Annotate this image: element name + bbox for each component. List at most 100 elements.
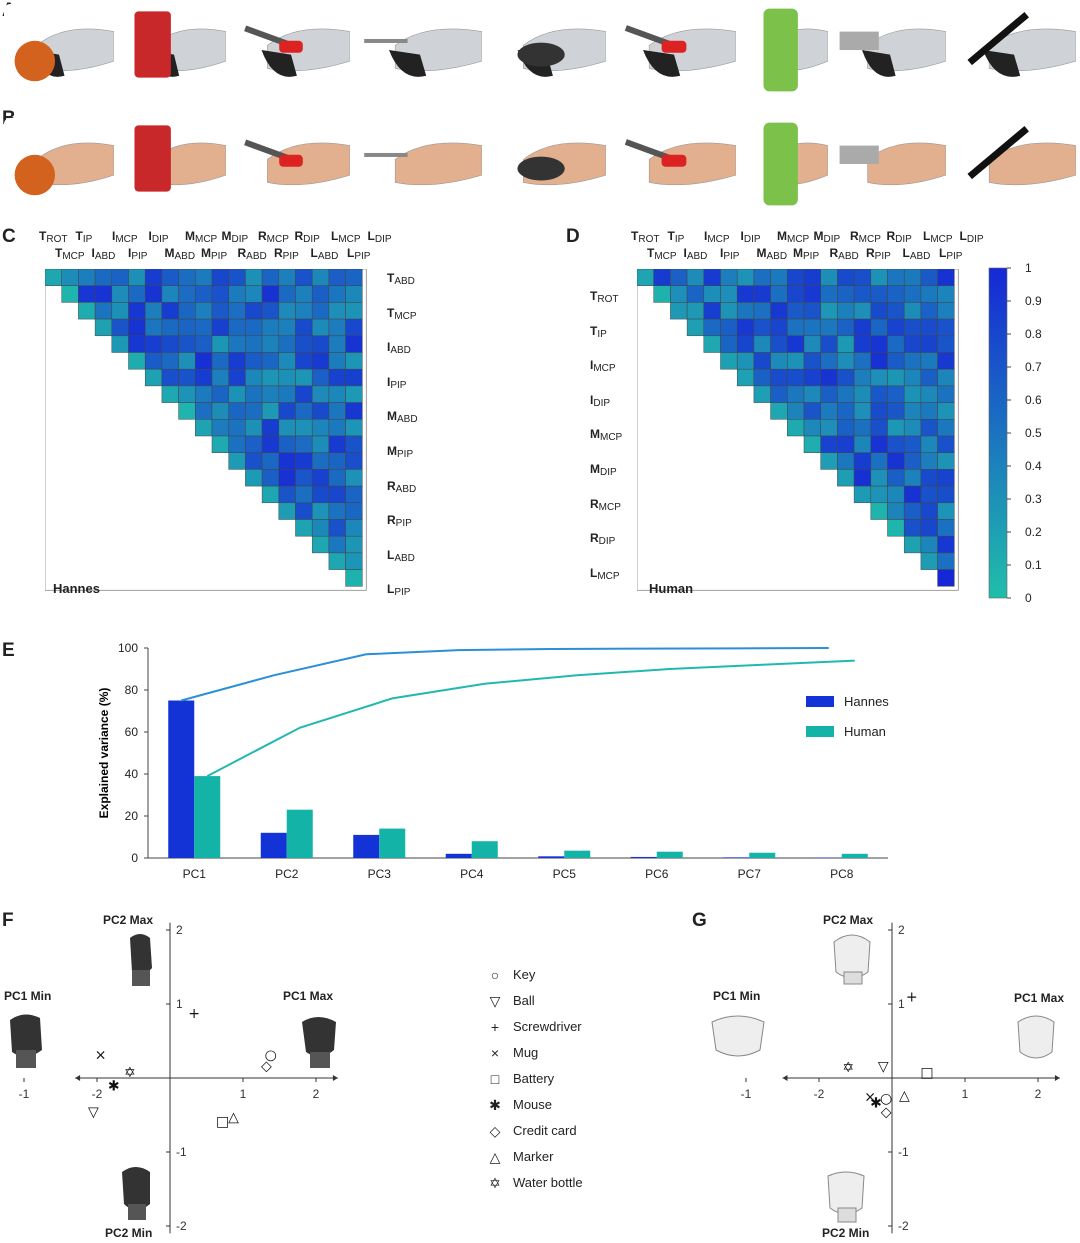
legend-human: Human (806, 724, 886, 739)
hannes-cell (245, 385, 263, 403)
row-a-marker-icon (952, 4, 1076, 96)
human-cell (853, 402, 872, 420)
hannes-cell (261, 385, 280, 403)
human-cell (803, 435, 821, 453)
human-cell (853, 368, 872, 387)
e-xtick: PC6 (645, 867, 669, 880)
human-cell (803, 385, 821, 403)
hannes-cell (345, 435, 363, 453)
e-ytick: 20 (125, 809, 139, 823)
bar-hannes-pc5 (538, 856, 565, 858)
f-point-ball: ▽ (88, 1104, 99, 1120)
f-ytick: -1 (176, 1145, 187, 1159)
hannes-cell (245, 302, 263, 320)
human-cell (720, 302, 738, 320)
g-xtick: 2 (1035, 1087, 1042, 1101)
hannes-cell (328, 469, 346, 487)
legend-item: ▽ Ball (487, 993, 535, 1008)
hannes-cell (195, 269, 213, 286)
human-cell (686, 269, 705, 286)
e-xtick: PC4 (460, 867, 484, 880)
g-pc2-min: PC2 Min (822, 1226, 870, 1240)
row-a-photo-screwdriver (612, 4, 736, 96)
human-cell (787, 269, 805, 286)
hannes-cell (94, 269, 113, 286)
human-cell (937, 335, 955, 353)
hannes-col-label: RABD (237, 246, 267, 262)
hannes-cell (78, 285, 96, 303)
hannes-cell (111, 269, 129, 286)
legend-label: Ball (513, 993, 535, 1008)
human-cell (937, 269, 955, 286)
row-b-photo-credit-card (834, 118, 946, 210)
f-pc2-min: PC2 Min (105, 1226, 153, 1240)
legend-item: △ Marker (487, 1149, 554, 1164)
g-point-credit-card: ◇ (881, 1104, 892, 1120)
hannes-cell (228, 285, 246, 303)
bar-hannes-pc4 (445, 853, 472, 858)
human-cell (937, 352, 955, 370)
hannes-cell (261, 302, 280, 320)
hannes-cell (311, 302, 330, 320)
legend-item: ○ Key (487, 967, 536, 982)
hannes-cell (311, 502, 330, 520)
human-cell (736, 318, 755, 337)
g-pc2-max: PC2 Max (823, 913, 874, 927)
hannes-cell (144, 269, 163, 286)
hannes-cell (261, 419, 280, 437)
human-cell (703, 302, 721, 320)
row-b-water-bottle-icon (742, 118, 828, 210)
bar-hannes-pc6 (630, 856, 657, 858)
hannes-row-label: IABD (387, 340, 411, 357)
human-cell (903, 435, 922, 453)
human-cell (753, 269, 771, 286)
hannes-cell (195, 302, 213, 320)
human-cell (920, 552, 938, 570)
hannes-cell (345, 269, 363, 286)
human-cell (920, 535, 938, 554)
f-xtick: 1 (240, 1087, 247, 1101)
hannes-row-label: LPIP (387, 582, 411, 599)
bar-human-pc4 (471, 841, 498, 858)
hannes-cell (195, 335, 213, 353)
human-cell (937, 569, 955, 587)
legend-symbol-icon: □ (490, 1070, 500, 1087)
human-cell (653, 285, 671, 303)
human-cell (770, 385, 788, 403)
human-cell (770, 318, 788, 337)
hannes-row-label: RPIP (387, 513, 412, 530)
hannes-col-label: TIP (75, 229, 93, 245)
human-col-label: MPIP (793, 246, 820, 262)
human-cell (853, 469, 872, 487)
hannes-row-label: IPIP (387, 374, 407, 391)
legend-label: Mug (513, 1045, 539, 1060)
legend-label: Mouse (513, 1097, 553, 1112)
hannes-cell (211, 435, 229, 453)
human-cell (837, 435, 855, 453)
legend-item: ✡ Water bottle (487, 1175, 583, 1190)
hannes-cell (261, 452, 280, 470)
hannes-cell (245, 269, 263, 286)
legend-label: Water bottle (513, 1175, 583, 1190)
human-cell (887, 368, 905, 387)
human-cell (803, 352, 821, 370)
hannes-cell (245, 352, 263, 370)
human-row-label: LMCP (590, 565, 620, 582)
hannes-col-label: LDIP (367, 229, 392, 245)
human-cell (787, 318, 805, 337)
hannes-col-label: TMCP (55, 246, 85, 262)
human-cell (837, 302, 855, 320)
g-xtick: -2 (814, 1087, 825, 1101)
hannes-cell (278, 352, 296, 370)
hannes-cell (328, 352, 346, 370)
hannes-cell (178, 302, 196, 320)
g-pc1-min: PC1 Min (713, 989, 761, 1003)
human-cell (937, 502, 955, 520)
e-ytick: 0 (131, 851, 138, 865)
hannes-col-label: IABD (91, 246, 116, 262)
hannes-cell (345, 302, 363, 320)
f-ytick: -2 (176, 1219, 187, 1233)
hannes-cell (295, 385, 313, 403)
human-cell (903, 485, 922, 504)
g-pc1-max: PC1 Max (1014, 991, 1065, 1005)
